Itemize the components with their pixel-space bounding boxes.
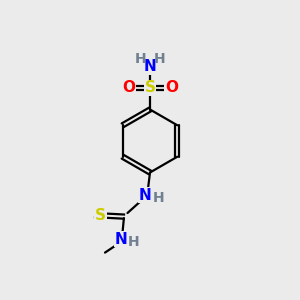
Text: O: O <box>122 80 135 95</box>
Text: S: S <box>145 80 155 95</box>
Text: N: N <box>139 188 152 202</box>
Text: S: S <box>95 208 106 223</box>
Text: N: N <box>115 232 127 247</box>
Text: H: H <box>128 235 139 249</box>
Text: O: O <box>165 80 178 95</box>
Text: N: N <box>144 59 156 74</box>
Text: H: H <box>135 52 146 66</box>
Text: H: H <box>154 52 165 66</box>
Text: H: H <box>152 191 164 205</box>
